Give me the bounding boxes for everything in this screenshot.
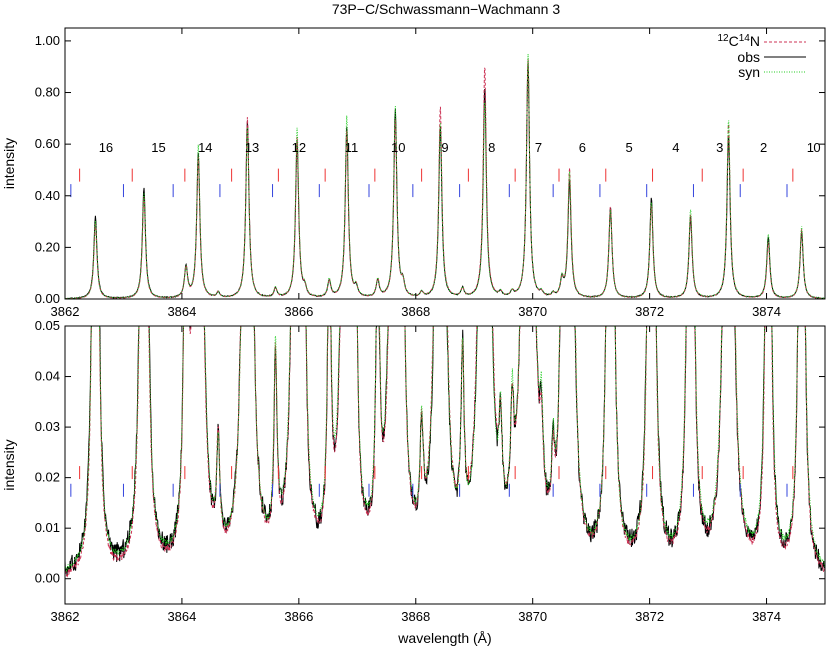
traces (65, 326, 825, 578)
y-tick-label: 0.02 (35, 470, 60, 485)
plot-frame (64, 325, 826, 605)
legend-label-cn: 12C14N (718, 33, 761, 49)
series-cn (65, 58, 825, 299)
legend-cn-base1: C (729, 33, 739, 49)
branch-label: 1 (807, 140, 814, 155)
y-tick-label: 0.04 (35, 369, 60, 384)
branch-label: 9 (441, 140, 448, 155)
series-obs (65, 326, 825, 577)
x-tick-label: 3874 (752, 304, 781, 319)
x-tick-label: 3870 (518, 609, 547, 624)
plot-frame (64, 27, 826, 300)
y-tick-label: 0.00 (35, 291, 60, 306)
y-tick-label: 0.05 (35, 318, 60, 333)
branch-label: 7 (535, 140, 542, 155)
y-tick-label: 0.01 (35, 520, 60, 535)
x-tick-label: 3866 (284, 304, 313, 319)
legend-label-syn: syn (738, 64, 760, 80)
x-tick-label: 3874 (752, 609, 781, 624)
y-tick-label: 1.00 (35, 33, 60, 48)
y-tick-label: 0.00 (35, 571, 60, 586)
branch-label: 11 (345, 140, 359, 155)
legend-cn-sup2: 14 (739, 33, 751, 44)
y-tick-label: 0.20 (35, 239, 60, 254)
x-axis-label: wavelength (Å) (397, 630, 491, 646)
panel-zoomed: 0.00 0.01 0.02 0.03 0.04 0.05 3862 3864 3866 3868… (1, 318, 826, 624)
x-tick-label: 3868 (401, 609, 430, 624)
branch-label: 16 (99, 140, 113, 155)
y-tick-label: 0.03 (35, 419, 60, 434)
legend-cn-base2: N (750, 33, 760, 49)
branch-label: 14 (198, 140, 212, 155)
x-tick-label: 3864 (167, 609, 196, 624)
x-tick-label: 3864 (167, 304, 196, 319)
legend-cn-sup1: 12 (718, 33, 730, 44)
branch-label: 6 (579, 140, 586, 155)
branch-label: 4 (672, 140, 679, 155)
x-tick-label: 3862 (51, 304, 80, 319)
x-tick-label: 3870 (518, 304, 547, 319)
y-tick-label: 0.60 (35, 136, 60, 151)
branch-label: 10 (391, 140, 405, 155)
legend-label-obs: obs (737, 49, 760, 65)
y-tick-label: 0.80 (35, 85, 60, 100)
branch-label: 3 (716, 140, 723, 155)
y-axis-label: intensity (1, 439, 17, 490)
x-tick-label: 3872 (635, 304, 664, 319)
series-cn (65, 326, 825, 578)
chart-title: 73P−C/Schwassmann−Wachmann 3 (332, 1, 560, 17)
branch-label: 15 (151, 140, 165, 155)
x-tick-label: 3866 (284, 609, 313, 624)
traces (65, 53, 825, 299)
x-tick-label: 3872 (635, 609, 664, 624)
branch-label: 12 (292, 140, 306, 155)
panel-full-scale: 16 15 14 13 12 11 10 9 8 7 6 5 4 3 2 1 00.000.200.400.60… (1, 27, 826, 319)
y-axis-label: intensity (1, 138, 17, 189)
branch-label: 0 (813, 140, 820, 155)
x-tick-label: 3868 (401, 304, 430, 319)
series-syn (65, 53, 825, 299)
branch-label: 8 (488, 140, 495, 155)
series-syn (65, 326, 825, 572)
branch-label: 13 (245, 140, 259, 155)
y-tick-label: 0.40 (35, 188, 60, 203)
x-tick-label: 3862 (51, 609, 80, 624)
branch-label: 5 (626, 140, 633, 155)
series-obs (65, 60, 825, 299)
branch-label: 2 (760, 140, 767, 155)
